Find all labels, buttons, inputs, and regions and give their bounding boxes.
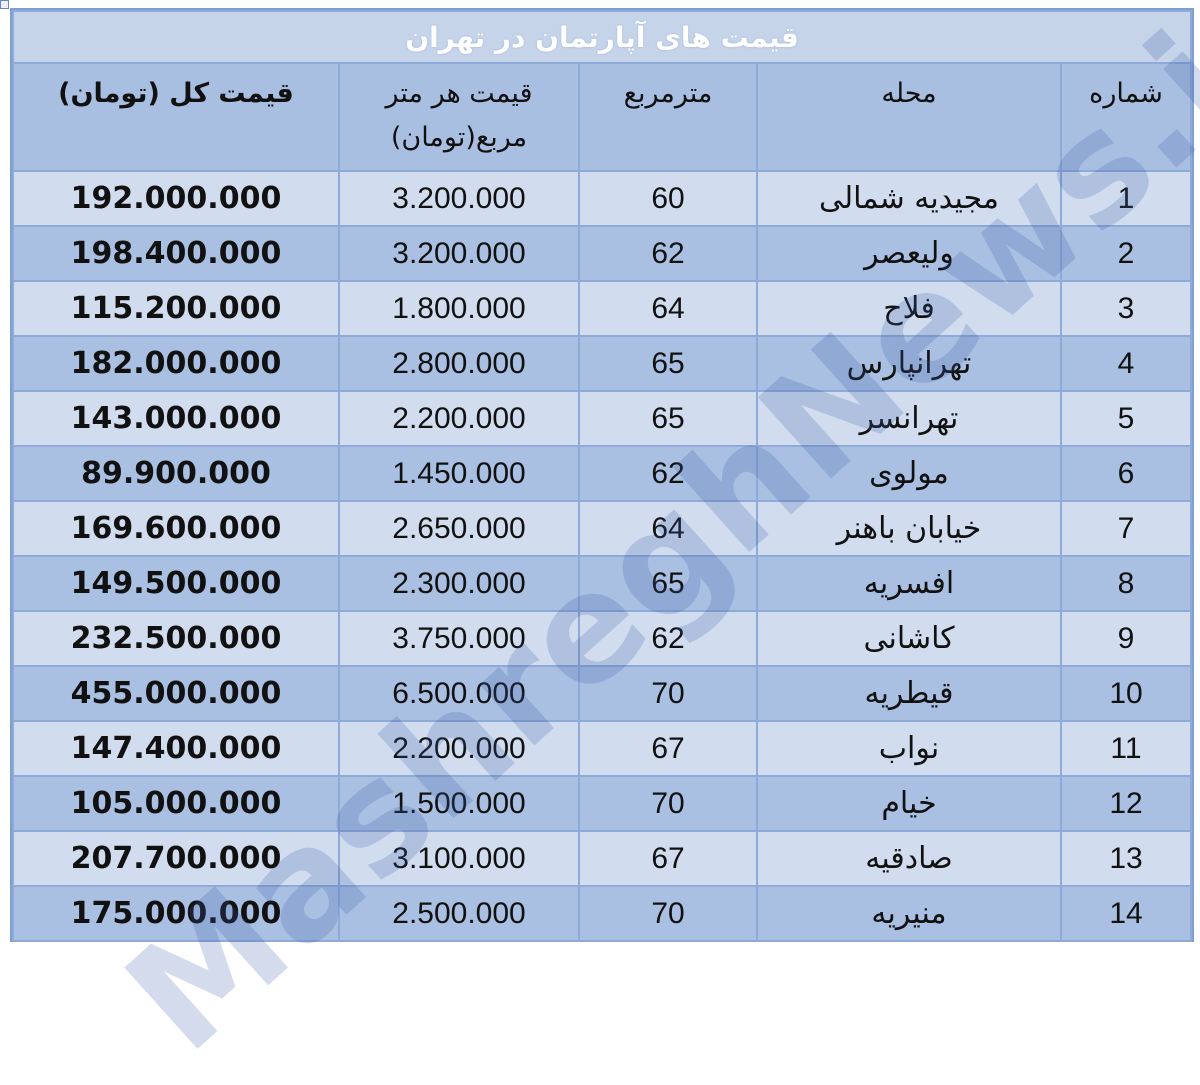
cell-number: 13	[1060, 830, 1192, 887]
price-table-container: قیمت های آپارتمان در تهران شماره محله مت…	[10, 8, 1194, 942]
table-row: 3 فلاح 64 1.800.000 115.200.000	[12, 280, 1192, 337]
cell-number: 7	[1060, 500, 1192, 557]
cell-area: 65	[578, 555, 758, 612]
cell-area: 64	[578, 280, 758, 337]
cell-price-per-meter: 2.300.000	[338, 555, 580, 612]
table-row: 14 منیریه 70 2.500.000 175.000.000	[12, 885, 1192, 942]
cell-number: 11	[1060, 720, 1192, 777]
table-row: 4 تهرانپارس 65 2.800.000 182.000.000	[12, 335, 1192, 392]
cell-price-per-meter: 3.750.000	[338, 610, 580, 667]
cell-area: 67	[578, 830, 758, 887]
cell-neighborhood: تهرانپارس	[756, 335, 1062, 392]
cell-area: 62	[578, 445, 758, 502]
cell-price-per-meter: 3.100.000	[338, 830, 580, 887]
cell-number: 12	[1060, 775, 1192, 832]
table-row: 13 صادقیه 67 3.100.000 207.700.000	[12, 830, 1192, 887]
table-row: 6 مولوی 62 1.450.000 89.900.000	[12, 445, 1192, 502]
cell-number: 14	[1060, 885, 1192, 942]
table-row: 9 کاشانی 62 3.750.000 232.500.000	[12, 610, 1192, 667]
cell-number: 1	[1060, 170, 1192, 227]
cell-neighborhood: نواب	[756, 720, 1062, 777]
header-total-price: قیمت کل (تومان)	[12, 62, 340, 172]
cell-total-price: 105.000.000	[12, 775, 340, 832]
cell-total-price: 115.200.000	[12, 280, 340, 337]
cell-number: 6	[1060, 445, 1192, 502]
cell-area: 67	[578, 720, 758, 777]
cell-number: 10	[1060, 665, 1192, 722]
cell-number: 3	[1060, 280, 1192, 337]
cell-total-price: 198.400.000	[12, 225, 340, 282]
cell-total-price: 192.000.000	[12, 170, 340, 227]
table-row: 11 نواب 67 2.200.000 147.400.000	[12, 720, 1192, 777]
cell-neighborhood: فلاح	[756, 280, 1062, 337]
cell-price-per-meter: 1.500.000	[338, 775, 580, 832]
cell-number: 8	[1060, 555, 1192, 612]
cell-price-per-meter: 1.450.000	[338, 445, 580, 502]
cell-price-per-meter: 2.200.000	[338, 720, 580, 777]
cell-number: 2	[1060, 225, 1192, 282]
cell-price-per-meter: 2.650.000	[338, 500, 580, 557]
cell-area: 64	[578, 500, 758, 557]
header-area: مترمربع	[578, 62, 758, 172]
cell-price-per-meter: 3.200.000	[338, 170, 580, 227]
cell-area: 65	[578, 390, 758, 447]
cell-total-price: 175.000.000	[12, 885, 340, 942]
cell-total-price: 143.000.000	[12, 390, 340, 447]
header-number: شماره	[1060, 62, 1192, 172]
cell-number: 9	[1060, 610, 1192, 667]
cell-area: 62	[578, 610, 758, 667]
cell-price-per-meter: 3.200.000	[338, 225, 580, 282]
cell-neighborhood: افسریه	[756, 555, 1062, 612]
cell-price-per-meter: 1.800.000	[338, 280, 580, 337]
cell-total-price: 207.700.000	[12, 830, 340, 887]
cell-neighborhood: ولیعصر	[756, 225, 1062, 282]
header-neighborhood: محله	[756, 62, 1062, 172]
cell-neighborhood: قیطریه	[756, 665, 1062, 722]
cell-area: 70	[578, 885, 758, 942]
table-row: 12 خیام 70 1.500.000 105.000.000	[12, 775, 1192, 832]
cell-neighborhood: مولوی	[756, 445, 1062, 502]
table-row: 10 قیطریه 70 6.500.000 455.000.000	[12, 665, 1192, 722]
cell-neighborhood: خیام	[756, 775, 1062, 832]
cell-neighborhood: تهرانسر	[756, 390, 1062, 447]
cell-neighborhood: منیریه	[756, 885, 1062, 942]
cell-area: 70	[578, 775, 758, 832]
cell-total-price: 182.000.000	[12, 335, 340, 392]
cell-number: 5	[1060, 390, 1192, 447]
table-row: 2 ولیعصر 62 3.200.000 198.400.000	[12, 225, 1192, 282]
cell-total-price: 232.500.000	[12, 610, 340, 667]
cell-total-price: 149.500.000	[12, 555, 340, 612]
header-price-per-meter: قیمت هر متر مربع(تومان)	[338, 62, 580, 172]
cell-area: 65	[578, 335, 758, 392]
cell-total-price: 455.000.000	[12, 665, 340, 722]
cell-total-price: 169.600.000	[12, 500, 340, 557]
table-row: 5 تهرانسر 65 2.200.000 143.000.000	[12, 390, 1192, 447]
table-title: قیمت های آپارتمان در تهران	[12, 10, 1192, 64]
cell-area: 70	[578, 665, 758, 722]
cell-neighborhood: صادقیه	[756, 830, 1062, 887]
cell-number: 4	[1060, 335, 1192, 392]
cell-price-per-meter: 2.800.000	[338, 335, 580, 392]
corner-icon	[0, 0, 9, 9]
table-row: 7 خیابان باهنر 64 2.650.000 169.600.000	[12, 500, 1192, 557]
table-row: 1 مجیدیه شمالی 60 3.200.000 192.000.000	[12, 170, 1192, 227]
apartment-price-table: قیمت های آپارتمان در تهران شماره محله مت…	[12, 10, 1192, 942]
cell-price-per-meter: 6.500.000	[338, 665, 580, 722]
cell-price-per-meter: 2.500.000	[338, 885, 580, 942]
cell-neighborhood: کاشانی	[756, 610, 1062, 667]
cell-neighborhood: مجیدیه شمالی	[756, 170, 1062, 227]
cell-total-price: 89.900.000	[12, 445, 340, 502]
cell-area: 62	[578, 225, 758, 282]
cell-area: 60	[578, 170, 758, 227]
cell-neighborhood: خیابان باهنر	[756, 500, 1062, 557]
cell-price-per-meter: 2.200.000	[338, 390, 580, 447]
cell-total-price: 147.400.000	[12, 720, 340, 777]
table-row: 8 افسریه 65 2.300.000 149.500.000	[12, 555, 1192, 612]
